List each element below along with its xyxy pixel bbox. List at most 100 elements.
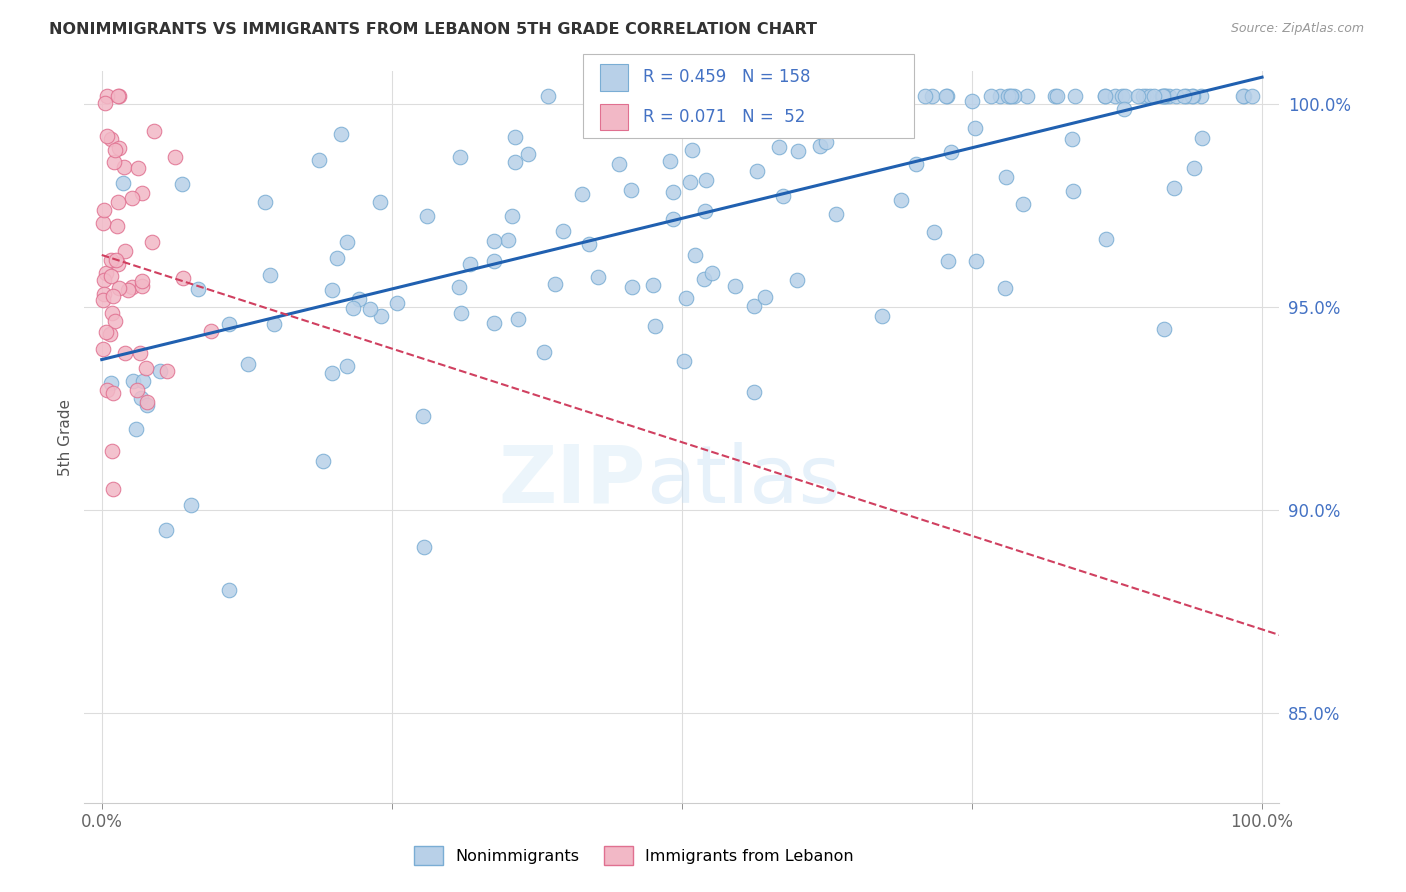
Point xyxy=(149,364,172,378)
Point xyxy=(163,149,186,163)
Point xyxy=(692,88,714,103)
Point xyxy=(93,273,115,287)
Point xyxy=(870,309,893,323)
Point xyxy=(101,386,124,401)
Point xyxy=(706,95,728,110)
Point xyxy=(156,364,179,378)
Point xyxy=(1112,102,1135,116)
Point xyxy=(849,88,872,103)
Point xyxy=(101,306,124,320)
Point xyxy=(1152,88,1174,103)
Point xyxy=(544,277,567,291)
Point xyxy=(101,288,124,302)
Point xyxy=(141,235,163,249)
Point xyxy=(93,202,115,217)
Point xyxy=(312,454,335,468)
Point xyxy=(96,129,118,144)
Point xyxy=(607,157,630,171)
Point xyxy=(129,391,152,405)
Y-axis label: 5th Grade: 5th Grade xyxy=(58,399,73,475)
Point xyxy=(754,290,776,304)
Point xyxy=(1114,88,1136,103)
Point xyxy=(112,160,135,174)
Point xyxy=(890,88,912,103)
Point xyxy=(553,224,575,238)
Point xyxy=(135,361,157,376)
Point xyxy=(100,132,122,146)
Point xyxy=(965,120,987,135)
Point xyxy=(1189,88,1212,103)
Point xyxy=(108,141,131,155)
Point xyxy=(640,88,662,103)
Point xyxy=(218,318,240,332)
Point xyxy=(93,342,115,356)
Point xyxy=(94,96,117,111)
Point xyxy=(200,324,222,338)
Point xyxy=(641,278,664,293)
Point xyxy=(672,354,695,368)
Point xyxy=(997,88,1019,103)
Point xyxy=(131,186,153,200)
Point xyxy=(1232,88,1254,103)
Point xyxy=(1153,322,1175,336)
Point xyxy=(236,357,259,371)
Point xyxy=(623,109,645,123)
Point xyxy=(336,359,359,374)
Point xyxy=(786,273,808,287)
Point xyxy=(814,135,837,149)
Point xyxy=(884,88,907,103)
Point xyxy=(496,233,519,247)
Point xyxy=(936,253,959,268)
Point xyxy=(939,145,962,159)
Point xyxy=(111,176,134,190)
Point xyxy=(965,253,987,268)
Point xyxy=(662,185,685,199)
Point xyxy=(1111,88,1133,103)
Point xyxy=(828,122,851,136)
Point xyxy=(450,306,472,320)
Text: ZIP: ZIP xyxy=(499,442,647,520)
Point xyxy=(387,296,409,310)
Point xyxy=(482,316,505,330)
Point xyxy=(359,302,381,317)
Point xyxy=(458,257,481,271)
Point xyxy=(114,345,136,359)
Point xyxy=(695,173,717,187)
Point xyxy=(713,88,735,103)
Point xyxy=(1181,88,1204,103)
Point xyxy=(1154,88,1177,103)
Point xyxy=(100,252,122,267)
Point xyxy=(505,129,527,144)
Point xyxy=(259,268,281,283)
Point xyxy=(825,207,848,221)
Point xyxy=(330,127,353,141)
Point xyxy=(484,253,506,268)
Point xyxy=(91,293,114,307)
Text: R = 0.071   N =  52: R = 0.071 N = 52 xyxy=(643,108,804,126)
Point xyxy=(94,326,117,340)
Point xyxy=(326,251,349,265)
Point xyxy=(1142,88,1164,103)
Point xyxy=(412,409,434,423)
Point xyxy=(994,169,1017,184)
Point xyxy=(537,88,560,103)
Point xyxy=(128,346,150,360)
Point xyxy=(517,147,540,161)
Text: R = 0.459   N = 158: R = 0.459 N = 158 xyxy=(643,69,810,87)
Point xyxy=(905,157,928,171)
Point xyxy=(143,124,166,138)
Point xyxy=(263,318,285,332)
Point xyxy=(1043,88,1066,103)
Point xyxy=(808,139,831,153)
Point xyxy=(786,144,808,158)
Point xyxy=(121,280,143,294)
Point xyxy=(742,299,765,313)
Point xyxy=(349,292,371,306)
Point xyxy=(321,366,343,380)
Point xyxy=(370,309,392,323)
Point xyxy=(744,385,766,400)
Point xyxy=(1012,196,1035,211)
Point xyxy=(100,376,122,391)
Point xyxy=(125,422,148,436)
Point xyxy=(104,314,127,328)
